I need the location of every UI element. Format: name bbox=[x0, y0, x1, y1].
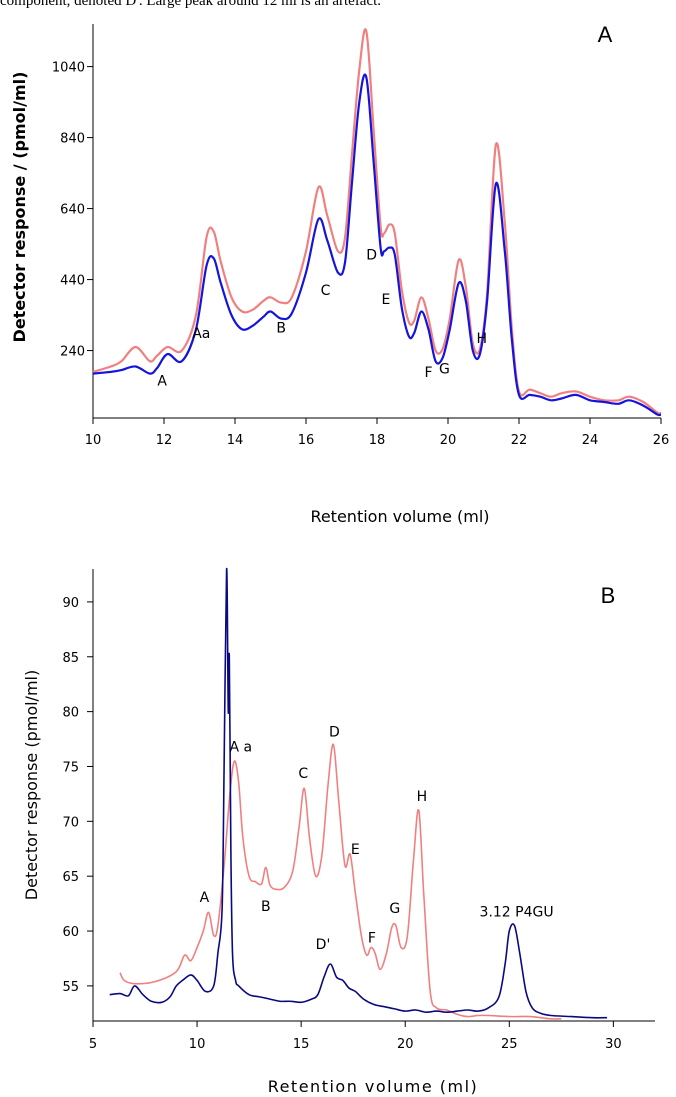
y-axis-label: Detector response (pmol/ml) bbox=[22, 670, 41, 900]
peak-label: G bbox=[439, 361, 450, 377]
series-line-2 bbox=[109, 568, 608, 1019]
panel-b-chart: 5 10 15 20 25 30 55 60 65 70 75 80 85 90 Retention vol… bbox=[22, 568, 655, 1096]
y-tick-label: 55 bbox=[62, 980, 79, 995]
y-tick-label: 85 bbox=[62, 651, 79, 666]
x-tick-label: 26 bbox=[653, 433, 670, 448]
peak-label: D bbox=[366, 248, 377, 264]
y-axis-label: Detector response / (pmol/ml) bbox=[10, 72, 29, 343]
peak-label: D' bbox=[316, 937, 331, 953]
y-tick-label: 840 bbox=[60, 132, 85, 147]
peak-label: A bbox=[200, 890, 210, 906]
peak-label: Aa bbox=[192, 326, 210, 342]
y-tick-label: 75 bbox=[62, 760, 79, 775]
peak-label: C bbox=[321, 283, 331, 299]
peak-label: B bbox=[261, 899, 271, 915]
peak-label: 3.12 P4GU bbox=[480, 904, 554, 920]
x-axis-label: Retention volume (ml) bbox=[310, 507, 489, 526]
x-tick-label: 20 bbox=[397, 1037, 414, 1052]
peak-label: D bbox=[329, 724, 340, 740]
x-tick-label: 15 bbox=[293, 1037, 310, 1052]
y-tick-label: 440 bbox=[60, 274, 85, 289]
panel-letter: A bbox=[598, 22, 613, 47]
x-tick-label: 10 bbox=[85, 433, 102, 448]
y-tick-label: 65 bbox=[62, 870, 79, 885]
peak-label: B bbox=[276, 320, 286, 336]
x-tick-label: 22 bbox=[511, 433, 528, 448]
series-line-1 bbox=[119, 743, 562, 1020]
y-tick-label: 90 bbox=[62, 596, 79, 611]
y-tick-label: 240 bbox=[60, 345, 85, 360]
peak-label: F bbox=[424, 365, 432, 381]
x-tick-label: 18 bbox=[369, 433, 386, 448]
x-tick-label: 14 bbox=[227, 433, 244, 448]
x-tick-label: 5 bbox=[89, 1037, 97, 1052]
x-tick-label: 24 bbox=[582, 433, 599, 448]
peak-label: A a bbox=[229, 740, 252, 756]
x-axis-label: Retention volume (ml) bbox=[268, 1077, 479, 1096]
panel-a-chart: 10 12 14 16 18 20 22 24 26 240 440 640 840 1040 Retent… bbox=[10, 22, 669, 526]
peak-label: A bbox=[157, 374, 167, 390]
panel-letter: B bbox=[601, 583, 616, 608]
x-tick-label: 10 bbox=[189, 1037, 206, 1052]
figure-caption: component, denoted D'. Large peak around… bbox=[0, 0, 382, 9]
peak-label: E bbox=[381, 292, 390, 308]
peak-label: H bbox=[476, 331, 487, 347]
peak-label: G bbox=[389, 901, 400, 917]
y-tick-label: 60 bbox=[62, 925, 79, 940]
y-tick-label: 80 bbox=[62, 706, 79, 721]
y-tick-label: 70 bbox=[62, 815, 79, 830]
x-tick-label: 16 bbox=[298, 433, 315, 448]
peak-label: H bbox=[417, 789, 428, 805]
y-tick-label: 640 bbox=[60, 203, 85, 218]
x-tick-label: 20 bbox=[440, 433, 457, 448]
x-tick-label: 25 bbox=[501, 1037, 518, 1052]
series-line-1 bbox=[92, 28, 662, 415]
peak-label: F bbox=[368, 931, 376, 947]
x-tick-label: 30 bbox=[605, 1037, 622, 1052]
x-tick-label: 12 bbox=[156, 433, 173, 448]
series-line-2 bbox=[92, 73, 662, 417]
peak-label: E bbox=[351, 842, 360, 858]
y-tick-label: 1040 bbox=[52, 61, 85, 76]
peak-label: C bbox=[298, 766, 308, 782]
